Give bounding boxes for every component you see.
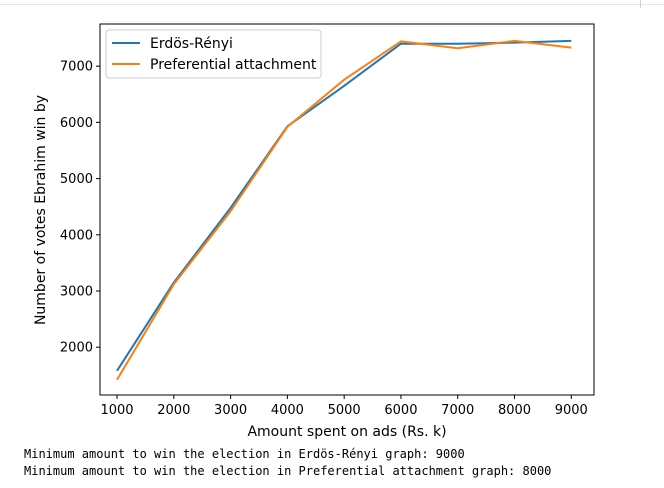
cell-top-rule bbox=[0, 0, 664, 5]
line-chart: 1000 2000 3000 4000 5000 6000 7000 8000 9000 200… bbox=[33, 23, 595, 440]
series-line-erdos-renyi bbox=[116, 39, 572, 372]
x-axis-label: Amount spent on ads (Rs. k) bbox=[247, 424, 446, 440]
legend-box bbox=[105, 29, 322, 79]
x-tick-label: 6000 bbox=[384, 403, 417, 418]
legend-label-erdos-renyi: Erdös-Rényi bbox=[150, 36, 233, 52]
legend-label-preferential-attachment: Preferential attachment bbox=[150, 57, 317, 73]
x-tick-label: 9000 bbox=[555, 403, 588, 418]
cell-corner-mark bbox=[640, 0, 641, 8]
legend: Erdös-Rényi Preferential attachment bbox=[105, 29, 322, 79]
x-axis-ticks: 1000 2000 3000 4000 5000 6000 7000 8000 9000 bbox=[100, 395, 588, 418]
output-line-erdos-renyi: Minimum amount to win the election in Er… bbox=[24, 447, 465, 461]
x-tick-label: 1000 bbox=[100, 403, 133, 418]
x-tick-label: 3000 bbox=[214, 403, 247, 418]
y-tick-label: 7000 bbox=[60, 60, 93, 75]
y-tick-label: 4000 bbox=[60, 228, 93, 243]
y-tick-label: 3000 bbox=[60, 285, 93, 300]
series-layer bbox=[116, 39, 572, 381]
cell-output: Minimum amount to win the election in Er… bbox=[24, 446, 551, 480]
x-tick-label: 5000 bbox=[328, 403, 361, 418]
x-tick-label: 8000 bbox=[498, 403, 531, 418]
y-tick-label: 2000 bbox=[60, 341, 93, 356]
x-tick-label: 7000 bbox=[441, 403, 474, 418]
y-tick-label: 6000 bbox=[60, 116, 93, 131]
x-tick-label: 2000 bbox=[157, 403, 190, 418]
output-line-preferential-attachment: Minimum amount to win the election in Pr… bbox=[24, 464, 552, 478]
y-axis-label: Number of votes Ebrahim win by bbox=[33, 95, 49, 325]
series-line-preferential-attachment bbox=[116, 39, 572, 381]
axes-frame bbox=[99, 23, 595, 396]
y-tick-label: 5000 bbox=[60, 172, 93, 187]
y-axis-ticks: 2000 3000 4000 5000 6000 7000 bbox=[60, 60, 100, 356]
x-tick-label: 4000 bbox=[271, 403, 304, 418]
